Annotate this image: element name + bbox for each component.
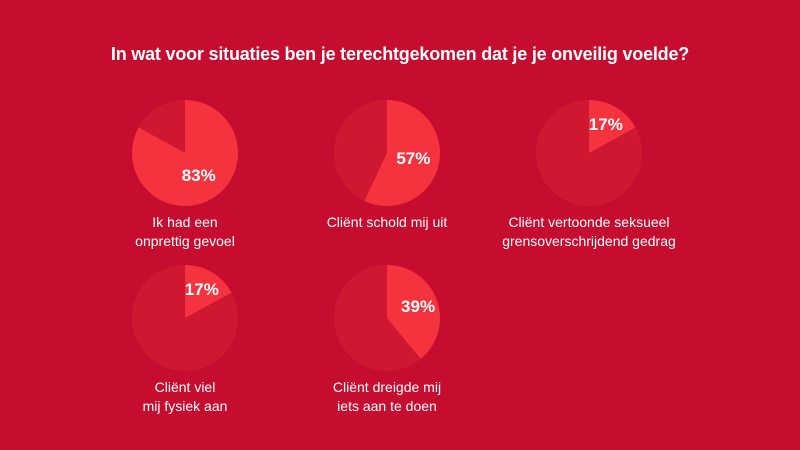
pie-chart-5: 39% [334, 265, 440, 371]
pie-chart-1: 83% [132, 100, 238, 206]
pie-chart-item-4: 17% Cliënt viel mij fysiek aan [84, 265, 286, 416]
pie-percentage-label-4: 17% [184, 279, 219, 299]
pie-caption-4: Cliënt viel mij fysiek aan [142, 379, 228, 414]
pie-caption-2: Cliënt schold mij uit [326, 214, 448, 230]
pie-chart-item-2: 57% Cliënt schold mij uit [286, 100, 488, 251]
page-title: In wat voor situaties ben je terechtgeko… [110, 44, 690, 64]
pie-percentage-label-5: 39% [401, 296, 436, 316]
pie-row-bottom: 17% Cliënt viel mij fysiek aan 39% Cliënt d… [84, 265, 488, 416]
pie-percentage-label-3: 17% [588, 114, 623, 134]
pie-chart-3: 17% [536, 100, 642, 206]
pie-chart-4: 17% [132, 265, 238, 371]
pie-percentage-label-2: 57% [396, 148, 431, 168]
pie-row-top: 83% Ik had een onprettig gevoel 57% Cliënt … [84, 100, 690, 251]
pie-caption-5: Cliënt dreigde mij iets aan te doen [332, 379, 442, 414]
pie-caption-3: Cliënt vertoonde seksueel grensoverschri… [502, 214, 676, 249]
pie-chart-item-5: 39% Cliënt dreigde mij iets aan te doen [286, 265, 488, 416]
pie-percentage-label-1: 83% [181, 166, 216, 186]
pie-chart-item-3: 17% Cliënt vertoonde seksueel grensoversc… [488, 100, 690, 251]
pie-chart-item-1: 83% Ik had een onprettig gevoel [84, 100, 286, 251]
pie-chart-2: 57% [334, 100, 440, 206]
pie-caption-1: Ik had een onprettig gevoel [135, 214, 235, 249]
